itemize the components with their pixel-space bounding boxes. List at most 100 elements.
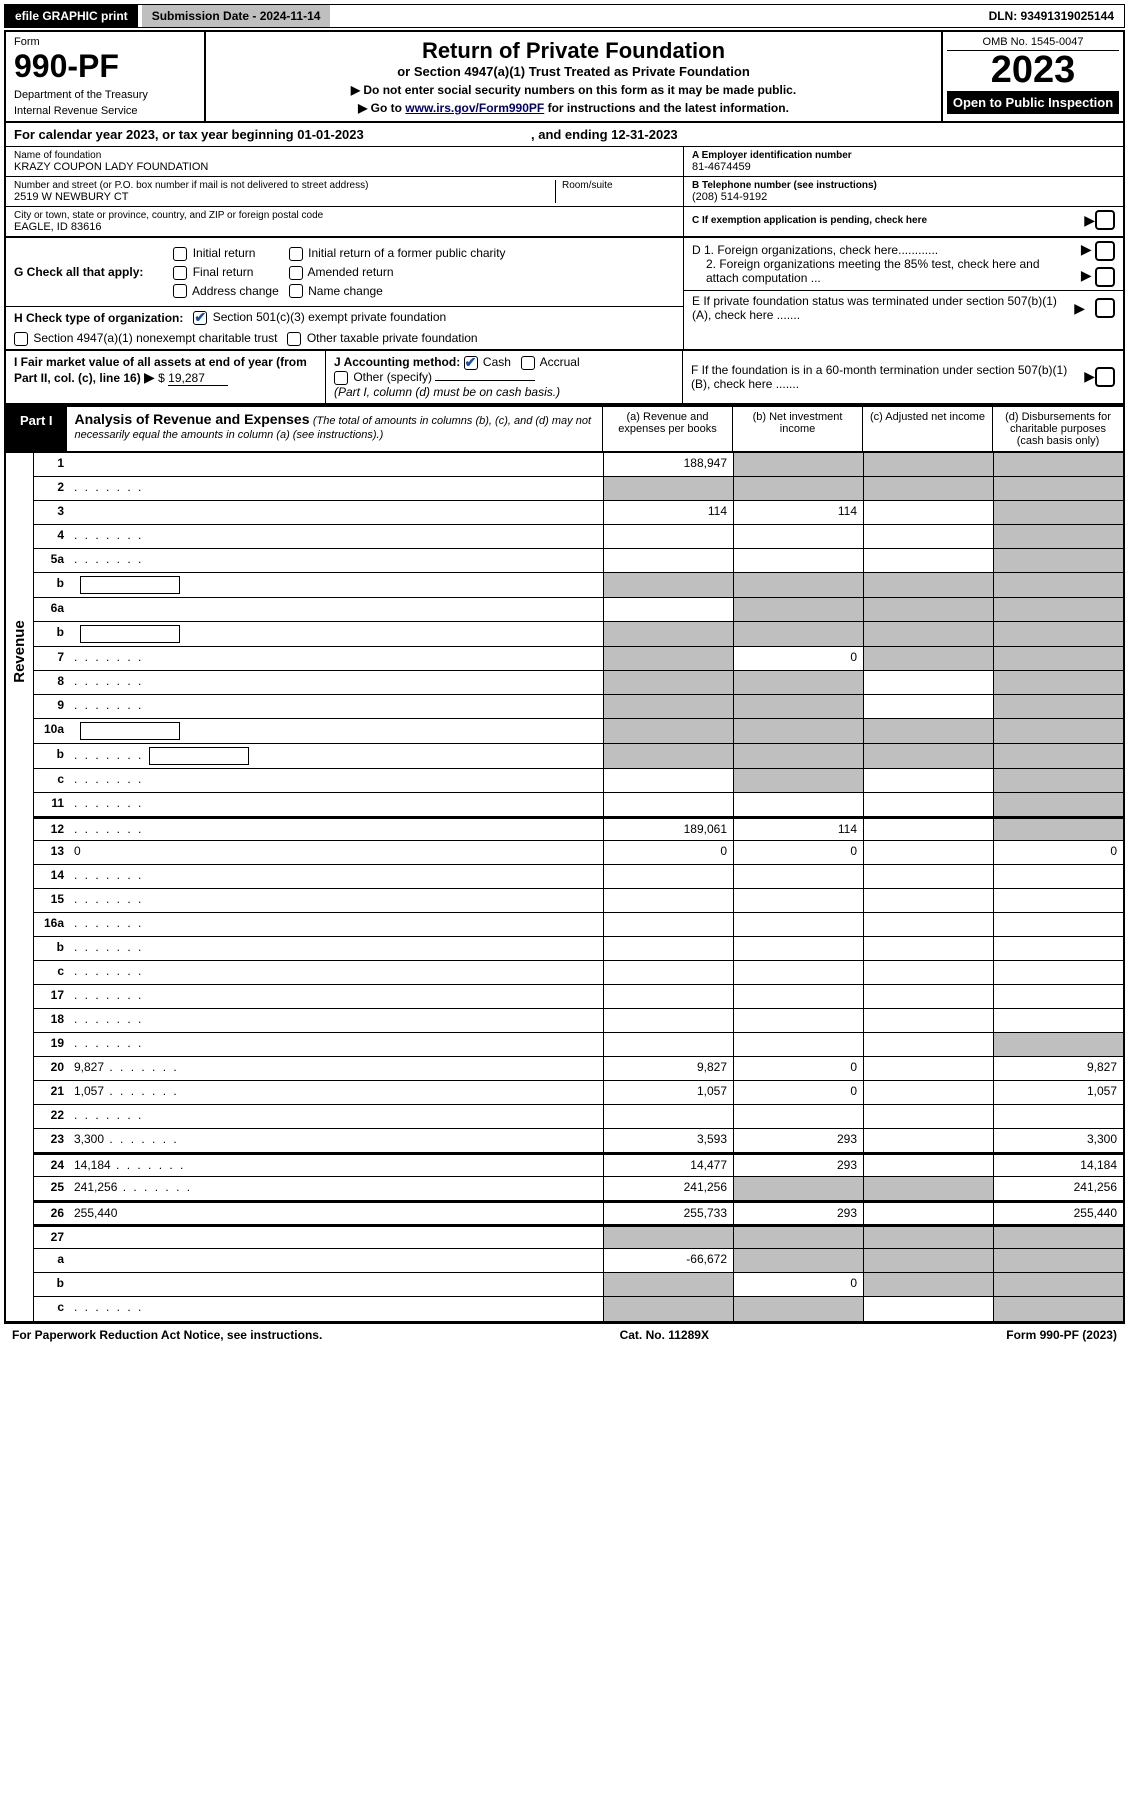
row-num: 27 — [34, 1227, 70, 1248]
cell-a — [603, 937, 733, 960]
cb-name-change[interactable] — [289, 284, 303, 298]
cell-a: 255,733 — [603, 1203, 733, 1224]
cell-d — [993, 647, 1123, 670]
cell-b — [733, 961, 863, 984]
footer-left: For Paperwork Reduction Act Notice, see … — [12, 1328, 322, 1342]
cell-b — [733, 477, 863, 500]
table-row: 233,3003,5932933,300 — [34, 1129, 1123, 1153]
cb-foreign[interactable] — [1095, 241, 1115, 261]
cell-c — [863, 501, 993, 524]
cell-b: 0 — [733, 1057, 863, 1080]
cell-c — [863, 453, 993, 476]
row-num: 12 — [34, 819, 70, 840]
j-label: J Accounting method: — [334, 355, 460, 369]
cell-b — [733, 622, 863, 646]
cell-b — [733, 769, 863, 792]
cell-d: 241,256 — [993, 1177, 1123, 1200]
table-row: 17 — [34, 985, 1123, 1009]
cell-b — [733, 1297, 863, 1321]
row-num: b — [34, 1273, 70, 1296]
cb-initial-public[interactable] — [289, 247, 303, 261]
cell-c — [863, 889, 993, 912]
exemption-checkbox[interactable] — [1095, 210, 1115, 230]
row-desc — [70, 769, 603, 792]
cell-a — [603, 769, 733, 792]
cb-amended[interactable] — [289, 266, 303, 280]
f-label: F If the foundation is in a 60-month ter… — [691, 363, 1084, 391]
efile-btn[interactable]: efile GRAPHIC print — [5, 5, 138, 27]
cell-a: -66,672 — [603, 1249, 733, 1272]
table-row: b0 — [34, 1273, 1123, 1297]
cell-a — [603, 1297, 733, 1321]
cell-b — [733, 671, 863, 694]
cell-d — [993, 477, 1123, 500]
cb-60month[interactable] — [1095, 367, 1115, 387]
title-sub: or Section 4947(a)(1) Trust Treated as P… — [212, 64, 935, 79]
street-address: 2519 W NEWBURY CT — [14, 191, 555, 203]
row-num: 9 — [34, 695, 70, 718]
row-num: b — [34, 573, 70, 597]
row-num: b — [34, 937, 70, 960]
cell-b — [733, 549, 863, 572]
cb-85pct[interactable] — [1095, 267, 1115, 287]
cell-b — [733, 985, 863, 1008]
cell-d — [993, 1105, 1123, 1128]
cb-4947[interactable] — [14, 332, 28, 346]
cb-501c3[interactable] — [193, 311, 207, 325]
cb-accrual[interactable] — [521, 356, 535, 370]
table-row: 5a — [34, 549, 1123, 573]
col-d-hdr: (d) Disbursements for charitable purpose… — [993, 407, 1123, 451]
form-link[interactable]: www.irs.gov/Form990PF — [405, 101, 544, 115]
h-label: H Check type of organization: — [14, 311, 183, 325]
cb-final[interactable] — [173, 266, 187, 280]
cell-c — [863, 1273, 993, 1296]
cb-cash[interactable] — [464, 356, 478, 370]
cb-other-method[interactable] — [334, 371, 348, 385]
cell-a — [603, 598, 733, 621]
row-desc — [70, 1105, 603, 1128]
cell-a — [603, 1033, 733, 1056]
table-row: 2414,18414,47729314,184 — [34, 1153, 1123, 1177]
row-desc — [70, 1249, 603, 1272]
footer-right: Form 990-PF (2023) — [1006, 1328, 1117, 1342]
cell-a — [603, 1009, 733, 1032]
cell-a: 14,477 — [603, 1155, 733, 1176]
part1-title: Analysis of Revenue and Expenses — [75, 411, 310, 427]
row-num: a — [34, 1249, 70, 1272]
row-num: 1 — [34, 453, 70, 476]
cell-c — [863, 1033, 993, 1056]
cb-terminated[interactable] — [1095, 298, 1115, 318]
cb-initial[interactable] — [173, 247, 187, 261]
cell-d — [993, 1297, 1123, 1321]
cell-c — [863, 937, 993, 960]
cell-b — [733, 793, 863, 816]
col-b-hdr: (b) Net investment income — [733, 407, 863, 451]
footer: For Paperwork Reduction Act Notice, see … — [4, 1323, 1125, 1346]
table-row: 6a — [34, 598, 1123, 622]
row-desc — [70, 598, 603, 621]
cell-d — [993, 622, 1123, 646]
row-num: c — [34, 961, 70, 984]
cell-a — [603, 1227, 733, 1248]
cell-b — [733, 913, 863, 936]
cell-a: 114 — [603, 501, 733, 524]
table-row: 2 — [34, 477, 1123, 501]
cell-b — [733, 1177, 863, 1200]
cell-b — [733, 598, 863, 621]
cb-address[interactable] — [173, 284, 187, 298]
row-desc — [70, 985, 603, 1008]
cb-other-tax[interactable] — [287, 332, 301, 346]
table-row: 25241,256241,256241,256 — [34, 1177, 1123, 1201]
row-num: 14 — [34, 865, 70, 888]
cell-b: 0 — [733, 1081, 863, 1104]
table-row: 19 — [34, 1033, 1123, 1057]
cell-b: 293 — [733, 1129, 863, 1152]
note-link: ▶ Go to www.irs.gov/Form990PF for instru… — [212, 101, 935, 115]
cell-a — [603, 647, 733, 670]
phone-value: (208) 514-9192 — [692, 191, 1115, 203]
cell-d — [993, 453, 1123, 476]
table-row: 18 — [34, 1009, 1123, 1033]
cell-c — [863, 913, 993, 936]
row-desc: 241,256 — [70, 1177, 603, 1200]
cell-a — [603, 719, 733, 743]
